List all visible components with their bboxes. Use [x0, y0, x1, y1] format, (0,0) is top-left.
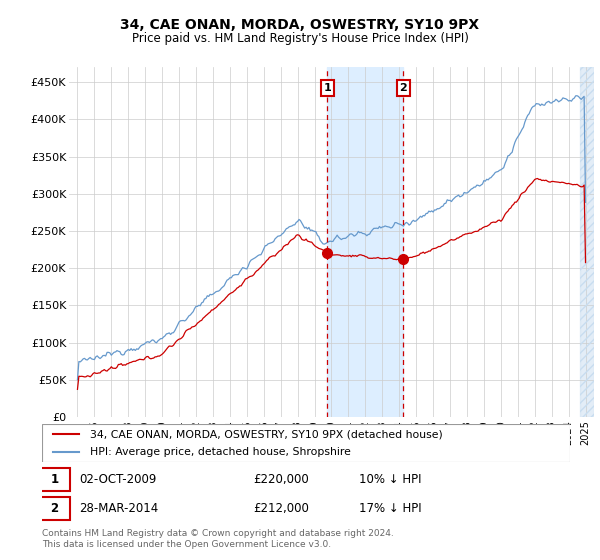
Bar [580, 67, 594, 417]
Text: £220,000: £220,000 [253, 473, 309, 486]
Text: 2: 2 [50, 502, 59, 515]
Text: 34, CAE ONAN, MORDA, OSWESTRY, SY10 9PX (detached house): 34, CAE ONAN, MORDA, OSWESTRY, SY10 9PX … [89, 429, 442, 439]
Text: 17% ↓ HPI: 17% ↓ HPI [359, 502, 421, 515]
Text: 1: 1 [323, 83, 331, 93]
Text: 1: 1 [50, 473, 59, 486]
Text: 34, CAE ONAN, MORDA, OSWESTRY, SY10 9PX: 34, CAE ONAN, MORDA, OSWESTRY, SY10 9PX [121, 18, 479, 32]
Text: 28-MAR-2014: 28-MAR-2014 [79, 502, 158, 515]
Bar [327, 67, 403, 417]
Text: Contains HM Land Registry data © Crown copyright and database right 2024.
This d: Contains HM Land Registry data © Crown c… [42, 529, 394, 549]
Text: HPI: Average price, detached house, Shropshire: HPI: Average price, detached house, Shro… [89, 447, 350, 457]
FancyBboxPatch shape [40, 468, 70, 491]
Text: 2: 2 [400, 83, 407, 93]
FancyBboxPatch shape [40, 497, 70, 520]
Text: 02-OCT-2009: 02-OCT-2009 [79, 473, 157, 486]
Bar [580, 67, 594, 417]
Text: £212,000: £212,000 [253, 502, 309, 515]
Text: Price paid vs. HM Land Registry's House Price Index (HPI): Price paid vs. HM Land Registry's House … [131, 31, 469, 45]
Text: 10% ↓ HPI: 10% ↓ HPI [359, 473, 421, 486]
FancyBboxPatch shape [42, 424, 570, 462]
